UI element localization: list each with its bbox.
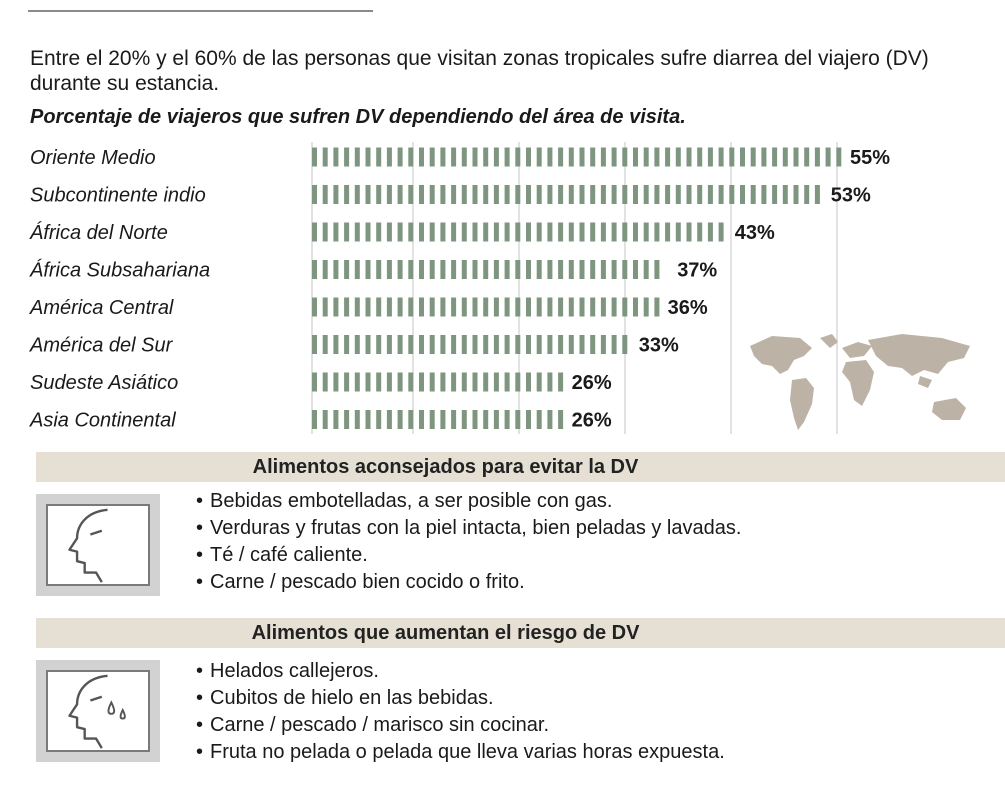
- section-risk-title: Alimentos que aumentan el riesgo de DV: [251, 622, 640, 644]
- chart-title: Porcentaje de viajeros que sufren DV dep…: [30, 106, 686, 128]
- value-label: 26%: [572, 372, 612, 394]
- top-divider: [28, 10, 373, 12]
- category-label: África Subsahariana: [29, 259, 210, 282]
- category-label: América Central: [29, 297, 174, 319]
- category-label: Asia Continental: [29, 410, 176, 432]
- section-recommended-title: Alimentos aconsejados para evitar la DV: [252, 456, 639, 478]
- value-label: 53%: [831, 185, 871, 207]
- bar: [312, 185, 820, 204]
- value-label: 55%: [850, 147, 890, 169]
- bar: [312, 147, 842, 167]
- category-label: África del Norte: [29, 221, 168, 244]
- intro-text: Entre el 20% y el 60% de las personas qu…: [30, 47, 929, 95]
- bar: [312, 335, 628, 354]
- list-item: • Cubitos de hielo en las bebidas.: [196, 687, 494, 709]
- bar: [312, 297, 660, 317]
- list-item: • Carne / pescado / marisco sin cocinar.: [196, 714, 550, 736]
- category-label: América del Sur: [29, 335, 174, 357]
- face-profile-icon: [68, 508, 108, 583]
- section-recommended-header: Alimentos aconsejados para evitar la DV: [36, 452, 1005, 482]
- list-item: • Té / café caliente.: [196, 544, 368, 566]
- face-icon-frame: [36, 660, 160, 762]
- risk-food-list: • Helados callejeros. • Cubitos de hielo e…: [196, 658, 725, 766]
- bar: [312, 372, 564, 392]
- bar-chart: Oriente Medio 55% Subcontinente indio 53% Áf…: [29, 142, 890, 434]
- recommended-food-list: • Bebidas embotelladas, a ser posible con…: [196, 488, 741, 596]
- world-map-icon: [750, 334, 970, 430]
- sweating-face-profile-icon: [68, 674, 126, 749]
- category-label: Oriente Medio: [30, 147, 156, 169]
- value-label: 37%: [677, 260, 717, 282]
- value-label: 26%: [572, 410, 612, 432]
- face-icon-frame: [36, 494, 160, 596]
- bar: [312, 260, 660, 279]
- section-risk-header: Alimentos que aumentan el riesgo de DV: [36, 618, 1005, 648]
- category-label: Sudeste Asiático: [30, 372, 178, 394]
- value-label: 43%: [735, 222, 775, 244]
- list-item: • Verduras y frutas con la piel intacta, …: [196, 517, 742, 539]
- list-item: • Carne / pescado bien cocido o frito.: [196, 571, 525, 593]
- list-item: • Fruta no pelada o pelada que lleva vari…: [196, 741, 725, 763]
- bar: [312, 410, 564, 429]
- category-label: Subcontinente indio: [30, 185, 206, 207]
- value-label: 33%: [639, 335, 679, 357]
- bar: [312, 222, 724, 242]
- list-item: • Helados callejeros.: [196, 660, 379, 682]
- list-item: • Bebidas embotelladas, a ser posible con…: [196, 490, 613, 512]
- value-label: 36%: [668, 297, 708, 319]
